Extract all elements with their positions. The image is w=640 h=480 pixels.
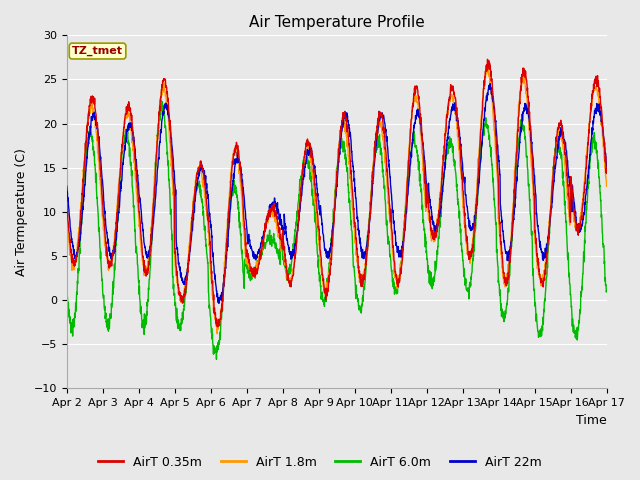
Title: Air Temperature Profile: Air Temperature Profile: [249, 15, 424, 30]
X-axis label: Time: Time: [576, 414, 607, 427]
Text: TZ_tmet: TZ_tmet: [72, 46, 123, 56]
Legend: AirT 0.35m, AirT 1.8m, AirT 6.0m, AirT 22m: AirT 0.35m, AirT 1.8m, AirT 6.0m, AirT 2…: [93, 451, 547, 474]
Y-axis label: Air Termperature (C): Air Termperature (C): [15, 148, 28, 276]
